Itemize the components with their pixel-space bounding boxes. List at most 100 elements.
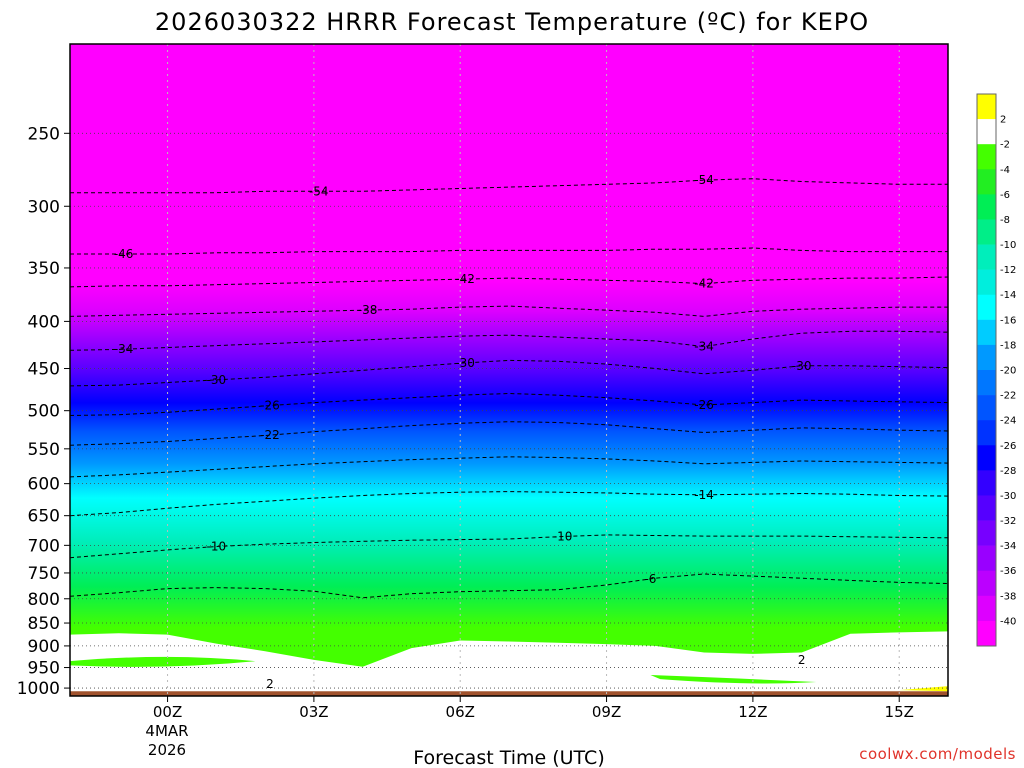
isotherm-label: -42 [694,277,714,291]
isotherm-label: -34 [114,342,134,356]
colorbar-swatch [977,620,996,647]
y-tick-label: 500 [28,402,60,422]
x-axis: 00Z 03Z 06Z 09Z 12Z 15Z [153,696,914,721]
isotherm-label: 2 [798,653,806,667]
ground-layer [70,691,948,696]
colorbar-swatch [977,495,996,521]
isotherm-label: -14 [694,488,714,502]
isotherm-label: -30 [792,359,812,373]
colorbar-swatch [977,269,996,296]
isotherm-line [70,247,948,255]
colorbar-swatch [977,194,996,220]
colorbar-label: -28 [1000,466,1016,477]
isotherm-label: -10 [207,539,227,553]
y-tick-label: 350 [28,259,60,279]
colorbar-swatch [977,319,996,346]
y-tick-label: 850 [28,614,60,634]
y-tick-label: 400 [28,312,60,332]
y-axis: 250 300 350 400 450 500 550 600 650 700 750 800 850 9… [17,124,70,699]
x-tick-label: 00Z [153,703,182,721]
green-pocket-left [70,656,256,667]
colorbar-swatch [977,169,996,195]
surface-bands [70,631,948,696]
colorbar-label: -38 [1000,591,1016,602]
colorbar-swatch [977,595,996,622]
isotherm-label: -10 [553,529,573,543]
colorbar-swatch [977,294,996,321]
colorbar-label: -6 [1000,190,1010,201]
credit-text: coolwx.com/models [859,745,1016,763]
x-tick-label: 09Z [592,703,621,721]
colorbar-swatch [977,470,996,496]
colorbar-swatch [977,445,996,471]
y-tick-label: 700 [28,536,60,556]
date-line-1: 4MAR [145,722,188,740]
plot-area: -54 -54 -46 -42 -42 -38 -34 -34 -30 -30 -30 -26 -26 -… [70,44,948,696]
x-tick-label: 12Z [738,703,767,721]
colorbar-swatch [977,520,996,546]
isotherm-label: -6 [644,572,656,586]
colorbar-swatch [977,395,996,421]
isotherm-label: -30 [455,356,475,370]
colorbar-swatch [977,370,996,396]
y-tick-label: 250 [28,124,60,144]
isotherm-label: -46 [114,247,134,261]
isotherm-labels: -54 -54 -46 -42 -42 -38 -34 -34 -30 -30 -30 -26 -26 -… [114,173,812,691]
colorbar-label: -2 [1000,140,1010,151]
isotherm-label: -22 [260,428,280,442]
y-tick-label: 600 [28,475,60,495]
below-freezing-white-layer [70,631,948,693]
y-tick-label: 550 [28,440,60,460]
colorbar-label: -14 [1000,290,1016,301]
colorbar-swatch [977,344,996,371]
colorbar-label: -10 [1000,240,1016,251]
isotherm-label: -26 [260,399,280,413]
grid-lines [70,44,948,696]
x-tick-label: 03Z [299,703,328,721]
y-tick-label: 450 [28,360,60,380]
isotherm-label: -42 [455,272,475,286]
isotherm-contours [70,178,948,599]
colorbar-swatch [977,94,996,120]
colorbar-swatch [977,244,996,270]
temperature-field [70,44,948,696]
x-tick-label: 15Z [885,703,914,721]
warm-surface-wedge [899,686,948,692]
isotherm-label: -54 [694,173,714,187]
date-line-2: 2026 [148,741,186,759]
colorbar: 2 -2 -4 -6 -8 -10 -12 -14 -16 -18 -20 -22 -24 -26 -28 -… [976,93,1016,647]
colorbar-swatch [977,545,996,572]
green-pocket-right [650,675,817,684]
isotherm-label: -54 [309,184,329,198]
x-tick-label: 06Z [446,703,475,721]
y-tick-label: 650 [28,507,60,527]
colorbar-swatch [977,144,996,170]
colorbar-label: -30 [1000,491,1016,502]
colorbar-label: -20 [1000,366,1016,377]
isotherm-label: -26 [694,398,714,412]
colorbar-label: -24 [1000,416,1016,427]
isotherm-label: 2 [266,677,274,691]
colorbar-label: -18 [1000,340,1016,351]
colorbar-frame [976,93,997,647]
y-tick-label: 800 [28,590,60,610]
colorbar-swatch [977,420,996,446]
y-tick-label: 750 [28,564,60,584]
isotherm-label: -38 [358,303,378,317]
chart-title: 2026030322 HRRR Forecast Temperature (ºC… [155,8,869,36]
colorbar-label: -32 [1000,516,1016,527]
colorbar-swatch [977,119,996,145]
colorbar-label: -12 [1000,265,1016,276]
y-tick-label: 900 [28,637,60,657]
isotherm-label: -34 [694,340,714,354]
y-tick-label: 1000 [17,679,60,699]
y-tick-label: 950 [28,659,60,679]
colorbar-label: -34 [1000,541,1016,552]
colorbar-label: -16 [1000,315,1016,326]
colorbar-label: 2 [1000,115,1006,126]
x-axis-label: Forecast Time (UTC) [413,747,604,768]
colorbar-label: -26 [1000,441,1016,452]
colorbar-label: -40 [1000,616,1016,627]
colorbar-swatch [977,219,996,245]
colorbar-swatch [977,570,996,597]
